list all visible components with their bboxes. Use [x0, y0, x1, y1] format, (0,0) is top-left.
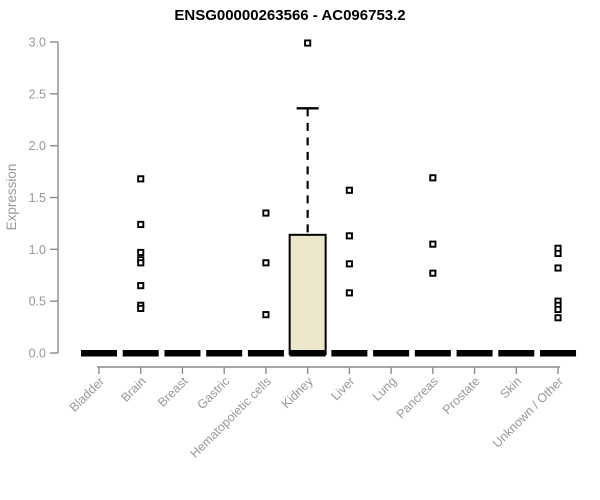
- box: [288, 233, 327, 356]
- median-bar: [331, 350, 368, 357]
- x-tick-label: Gastric: [194, 374, 232, 412]
- chart-title: ENSG00000263566 - AC096753.2: [174, 7, 405, 24]
- data-point: [262, 209, 270, 217]
- median-bar: [373, 350, 410, 357]
- x-tick-label: Kidney: [279, 374, 316, 411]
- x-tick-label: Brain: [118, 374, 149, 405]
- median-bar: [247, 350, 284, 357]
- data-point: [137, 259, 145, 267]
- median-bar: [540, 350, 577, 357]
- data-point: [429, 269, 437, 277]
- x-tick-label: Liver: [328, 374, 357, 403]
- median-bar: [414, 350, 451, 357]
- x-tick-label: Prostate: [440, 374, 483, 417]
- data-point: [137, 175, 145, 183]
- data-point: [554, 305, 562, 314]
- box-series: [81, 39, 577, 357]
- x-tick-label: Hematopoietic cells: [187, 374, 274, 461]
- median-bar: [81, 350, 117, 357]
- y-tick-label: 1.0: [29, 243, 46, 257]
- data-point: [137, 304, 145, 312]
- y-tick-label: 3.0: [29, 36, 46, 50]
- y-tick-label: 0.5: [29, 295, 46, 309]
- data-point: [262, 311, 270, 319]
- data-point: [137, 220, 145, 229]
- y-tick-label: 0.0: [29, 347, 46, 361]
- data-point: [554, 314, 562, 322]
- y-axis: 0.0 0.5 1.0 1.5 2.0 2.5 3.0: [29, 36, 59, 361]
- x-tick-label: Skin: [497, 374, 524, 401]
- y-tick-label: 2.0: [29, 139, 46, 153]
- data-point: [137, 248, 145, 256]
- data-point: [429, 240, 437, 248]
- median-bar: [122, 350, 159, 357]
- data-point: [345, 260, 353, 268]
- data-point: [429, 174, 437, 182]
- data-point: [554, 264, 562, 272]
- median-bar: [456, 350, 493, 357]
- median-bar: [206, 350, 243, 357]
- median-bar: [164, 350, 201, 357]
- x-tick-label: Breast: [155, 374, 191, 410]
- data-point: [304, 39, 312, 47]
- x-tick-label: Pancreas: [394, 374, 441, 421]
- data-point: [262, 259, 270, 267]
- x-tick-label: Unknown / Other: [490, 374, 566, 450]
- data-point: [345, 232, 353, 240]
- y-axis-title: Expression: [4, 164, 19, 231]
- y-tick-label: 1.5: [29, 191, 46, 205]
- y-tick-label: 2.5: [29, 87, 46, 101]
- median-bar: [498, 350, 535, 357]
- data-point: [554, 249, 562, 258]
- x-tick-label: Lung: [370, 374, 400, 404]
- x-tick-label: Bladder: [67, 374, 107, 414]
- median-bar: [289, 350, 326, 357]
- data-point: [137, 282, 145, 290]
- data-point: [345, 289, 353, 297]
- data-point: [345, 186, 353, 194]
